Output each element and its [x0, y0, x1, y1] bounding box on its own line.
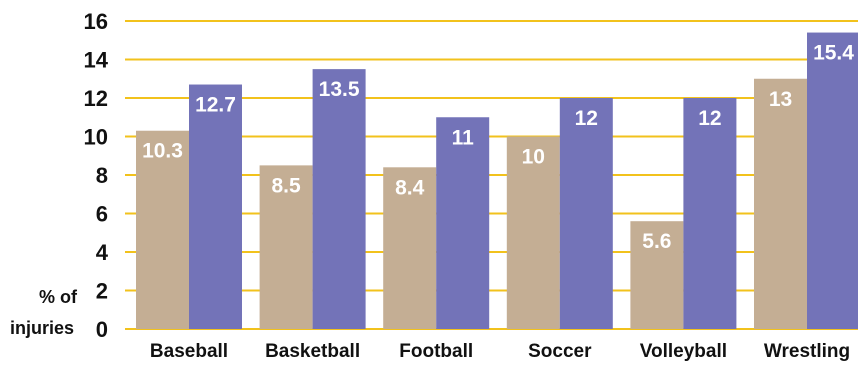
bar [312, 69, 366, 329]
gridlines [125, 20, 858, 330]
bar-value-label: 12.7 [195, 94, 236, 117]
bar-value-label: 10.3 [142, 140, 183, 163]
bar-value-label: 8.4 [395, 176, 425, 199]
bar [383, 167, 437, 329]
bar [807, 32, 858, 330]
y-axis-label-line-2: injuries [10, 318, 74, 338]
bar [559, 98, 613, 329]
bar-value-label: 13.5 [319, 78, 360, 101]
y-axis-label-line-1: % of [39, 287, 78, 307]
category-label: Soccer [528, 341, 592, 362]
y-tick-label: 10 [84, 125, 108, 150]
category-labels: Baseball Basketball Football Soccer Volleyba… [150, 341, 850, 362]
bar-value-label: 13 [769, 88, 792, 111]
y-tick-label: 4 [96, 240, 109, 265]
y-tick-label: 12 [84, 86, 108, 111]
bar [136, 130, 189, 329]
bar-value-label: 10 [522, 146, 545, 169]
bar [754, 78, 807, 329]
y-tick-label: 14 [84, 48, 109, 73]
y-tick-label: 0 [96, 317, 108, 342]
bar-value-label: 8.5 [271, 174, 301, 197]
y-tick-label: 8 [96, 163, 108, 188]
bar-value-label: 5.6 [642, 230, 671, 253]
bar-value-label: 15.4 [813, 42, 854, 65]
bar [436, 117, 490, 329]
y-tick-label: 16 [84, 9, 108, 34]
bar-value-label: 12 [575, 107, 598, 130]
bar-value-label: 12 [698, 107, 721, 130]
bar-value-label: 11 [452, 126, 475, 149]
category-label: Volleyball [640, 341, 727, 362]
category-label: Baseball [150, 341, 228, 362]
category-label: Basketball [265, 341, 360, 362]
bar [630, 221, 684, 329]
bar [189, 84, 242, 330]
bars: 10.3 12.7 8.5 13.5 8.4 11 10 12 5.6 12 13 15.4 [136, 32, 858, 330]
bar [506, 136, 560, 329]
bar [259, 165, 313, 329]
y-tick-label: 6 [96, 202, 108, 227]
category-label: Wrestling [764, 341, 850, 362]
category-label: Football [399, 341, 473, 362]
bar [683, 98, 737, 329]
y-axis-ticks: 0 2 4 6 8 10 12 14 16 [84, 9, 109, 342]
y-tick-label: 2 [96, 279, 108, 304]
